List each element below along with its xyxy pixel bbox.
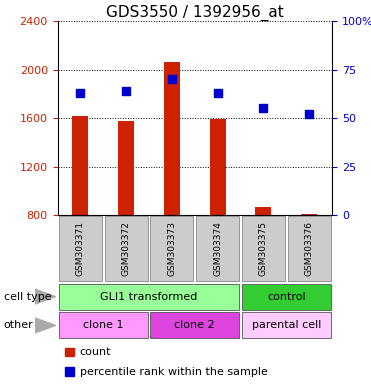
Text: GSM303373: GSM303373 [167,221,176,276]
Bar [118,121,134,215]
Bar [72,116,88,215]
Bar [242,284,331,310]
Bar [164,62,180,215]
Text: GSM303376: GSM303376 [305,221,313,276]
Text: clone 1: clone 1 [83,320,124,331]
Text: GLI1 transformed: GLI1 transformed [100,291,198,302]
Bar [242,313,331,338]
Point [123,88,129,94]
Title: GDS3550 / 1392956_at: GDS3550 / 1392956_at [106,5,284,21]
Text: other: other [4,320,33,331]
Polygon shape [35,289,56,304]
Bar [255,207,272,215]
Bar [59,217,102,281]
Text: GSM303371: GSM303371 [76,221,85,276]
Bar [150,313,239,338]
Bar [242,217,285,281]
Bar [210,119,226,215]
Text: count: count [80,347,111,357]
Point [215,90,221,96]
Bar [150,217,193,281]
Point [169,76,175,83]
Text: percentile rank within the sample: percentile rank within the sample [80,367,267,377]
Text: cell type: cell type [4,291,51,302]
Polygon shape [35,318,56,333]
Point [260,105,266,111]
Text: clone 2: clone 2 [174,320,215,331]
Bar [288,217,331,281]
Text: GSM303372: GSM303372 [122,221,131,276]
Text: control: control [267,291,306,302]
Bar [196,217,239,281]
Text: parental cell: parental cell [252,320,321,331]
Bar [59,313,148,338]
Point [78,90,83,96]
Point [306,111,312,117]
Text: GSM303374: GSM303374 [213,221,222,276]
Bar [59,284,239,310]
Text: GSM303375: GSM303375 [259,221,268,276]
Bar [105,217,148,281]
Bar [301,214,317,215]
